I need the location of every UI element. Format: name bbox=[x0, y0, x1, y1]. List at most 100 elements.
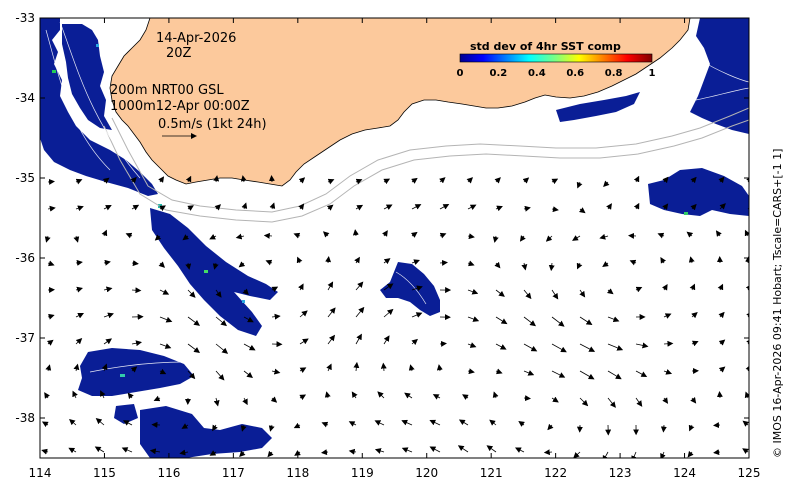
velocity-arrow bbox=[383, 335, 390, 345]
velocity-arrow bbox=[635, 370, 648, 377]
velocity-arrow bbox=[103, 286, 113, 293]
velocity-arrow bbox=[689, 283, 696, 291]
velocity-arrow bbox=[327, 307, 336, 318]
velocity-arrow bbox=[579, 397, 589, 407]
colorbar-tick-label: 0 bbox=[457, 68, 464, 79]
contour-200m bbox=[111, 107, 749, 213]
velocity-arrow bbox=[607, 288, 614, 295]
sst-patch-coast-east bbox=[556, 92, 640, 122]
velocity-arrow bbox=[492, 391, 499, 399]
velocity-arrow bbox=[293, 232, 301, 239]
velocity-arrow bbox=[688, 256, 695, 264]
velocity-arrow bbox=[240, 175, 247, 183]
contour-1000m bbox=[103, 119, 749, 223]
velocity-arrow bbox=[215, 289, 222, 298]
velocity-arrow bbox=[457, 445, 469, 453]
velocity-arrow bbox=[716, 391, 723, 399]
velocity-arrow bbox=[631, 451, 637, 458]
contour-legend-line1: 200m NRT00 GSL bbox=[110, 83, 224, 98]
velocity-arrow bbox=[519, 235, 526, 242]
velocity-arrow bbox=[521, 262, 528, 271]
x-tick-label: 123 bbox=[609, 466, 632, 480]
velocity-arrow bbox=[130, 366, 138, 373]
velocity-arrow bbox=[75, 313, 84, 319]
velocity-arrow bbox=[662, 203, 669, 210]
velocity-arrow bbox=[131, 204, 140, 211]
velocity-arrow bbox=[355, 178, 363, 185]
velocity-arrow bbox=[663, 369, 673, 375]
velocity-arrow bbox=[401, 447, 413, 453]
x-tick-label: 115 bbox=[93, 466, 116, 480]
velocity-arrow bbox=[299, 367, 307, 373]
velocity-arrow bbox=[429, 446, 441, 453]
velocity-arrow bbox=[467, 368, 475, 375]
colorbar: std dev of 4hr SST comp 0 0.2 0.4 0.6 0.8 1 bbox=[457, 40, 656, 79]
velocity-arrow bbox=[351, 391, 358, 399]
y-axis: -33 -34 -35 -36 -37 -38 bbox=[15, 11, 749, 425]
x-axis: 114 115 116 117 118 119 120 121 122 123 124 125 bbox=[29, 18, 760, 480]
velocity-arrow bbox=[75, 205, 84, 212]
velocity-arrow bbox=[268, 175, 275, 183]
velocity-arrow bbox=[45, 364, 52, 372]
velocity-arrow bbox=[545, 235, 553, 242]
velocity-arrow bbox=[383, 308, 394, 318]
y-tick-label: -36 bbox=[15, 251, 35, 265]
velocity-arrow bbox=[523, 370, 535, 376]
velocity-arrow bbox=[101, 229, 108, 237]
y-tick-label: -38 bbox=[15, 411, 35, 425]
velocity-arrow bbox=[607, 343, 624, 351]
velocity-arrow bbox=[691, 312, 698, 319]
velocity-arrow bbox=[523, 316, 536, 327]
velocity-arrow bbox=[660, 424, 667, 433]
velocity-arrow bbox=[744, 229, 749, 237]
sst-patch-sw-small bbox=[114, 404, 138, 424]
velocity-arrow bbox=[103, 259, 111, 266]
velocity-arrow bbox=[494, 261, 501, 269]
velocity-arrow bbox=[299, 338, 309, 345]
velocity-arrow bbox=[47, 260, 55, 267]
velocity-arrow bbox=[467, 316, 480, 322]
velocity-arrow bbox=[492, 235, 499, 243]
colorbar-tick-label: 1 bbox=[649, 68, 656, 79]
velocity-arrow bbox=[635, 397, 643, 407]
sst-patch-west-inner bbox=[62, 24, 112, 130]
velocity-arrow bbox=[243, 316, 254, 323]
velocity-arrow bbox=[185, 262, 192, 270]
velocity-arrow bbox=[429, 419, 441, 426]
x-tick-label: 119 bbox=[351, 466, 374, 480]
velocity-arrow bbox=[214, 204, 222, 211]
x-tick-label: 124 bbox=[673, 466, 696, 480]
velocity-arrow bbox=[495, 316, 508, 325]
contour-legend-line2: 1000m12-Apr 00:00Z bbox=[110, 99, 250, 114]
velocity-arrow bbox=[243, 370, 253, 379]
velocity-arrow bbox=[131, 260, 139, 267]
velocity-arrow bbox=[688, 424, 695, 432]
velocity-arrow bbox=[240, 424, 247, 432]
colorbar-tick-label: 0.2 bbox=[490, 68, 508, 79]
velocity-arrow bbox=[745, 364, 749, 372]
velocity-arrow bbox=[635, 342, 649, 349]
velocity-arrow bbox=[355, 306, 365, 318]
colorbar-tick-label: 0.4 bbox=[528, 68, 546, 79]
velocity-arrow bbox=[159, 368, 167, 375]
velocity-arrow bbox=[47, 178, 55, 185]
velocity-arrow bbox=[179, 449, 189, 456]
velocity-arrow bbox=[299, 394, 307, 401]
x-tick-label: 114 bbox=[29, 466, 52, 480]
velocity-arrow bbox=[467, 288, 479, 295]
velocity-arrow bbox=[383, 178, 391, 185]
y-tick-label: -35 bbox=[15, 171, 35, 185]
velocity-arrow bbox=[125, 232, 133, 239]
velocity-arrow bbox=[523, 205, 531, 212]
velocity-arrow bbox=[377, 391, 385, 399]
velocity-arrow bbox=[573, 451, 581, 458]
velocity-arrow bbox=[298, 203, 305, 210]
velocity-arrow bbox=[383, 258, 391, 265]
velocity-arrow bbox=[602, 451, 609, 458]
velocity-arrow bbox=[242, 288, 249, 296]
velocity-arrow bbox=[159, 289, 170, 295]
scale-arrow-label: 0.5m/s (1kt 24h) bbox=[158, 117, 267, 132]
velocity-arrow bbox=[494, 177, 501, 184]
velocity-arrow bbox=[439, 232, 447, 239]
velocity-arrow bbox=[185, 175, 192, 183]
